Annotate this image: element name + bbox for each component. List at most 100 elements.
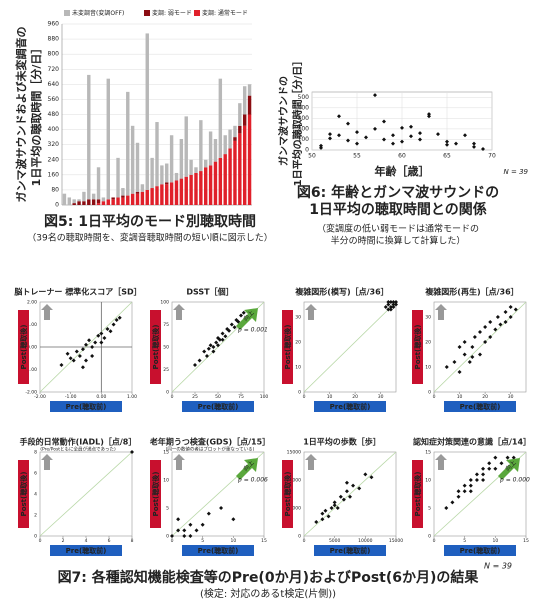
point	[182, 534, 187, 538]
point	[319, 145, 323, 150]
point	[391, 302, 396, 307]
identity-line	[39, 301, 133, 393]
point	[487, 466, 492, 471]
point	[59, 363, 64, 367]
point	[364, 135, 368, 140]
point	[108, 329, 113, 334]
x-tick-label: 30	[508, 394, 514, 400]
point	[513, 307, 518, 312]
chart-title: 1日平均の歩数［歩］	[303, 437, 381, 447]
point	[208, 343, 213, 348]
x-tick-label: 0	[39, 538, 42, 544]
point	[418, 137, 422, 142]
bar-segment	[91, 199, 96, 205]
bar-segment	[155, 186, 159, 205]
y-tick-label: 0	[166, 390, 169, 396]
point	[391, 141, 395, 146]
bar-segment	[199, 120, 203, 172]
chart-subtitle: （39名の聴取時間を、変調音聴取時間の短い順に図示した）	[27, 232, 272, 244]
decor-arrow	[41, 304, 53, 320]
y-tick-label: 320	[48, 141, 60, 148]
figure7-title: 図7: 各種認知機能検査等のPre(0か月)およびPost(6か月)の結果	[58, 569, 480, 586]
y-tick-label: 20	[425, 340, 431, 346]
bar-segment	[233, 125, 237, 138]
point	[373, 93, 377, 98]
point	[200, 522, 205, 527]
point	[337, 114, 341, 119]
x-tick-label: 60	[398, 153, 406, 160]
bar-segment	[72, 203, 76, 205]
point	[472, 144, 476, 149]
point	[495, 315, 500, 319]
identity-line	[303, 451, 397, 537]
bar-segment	[135, 142, 140, 192]
y-label-box	[18, 310, 29, 384]
y-tick-label: 0	[166, 534, 169, 540]
decor-arrow	[173, 304, 185, 320]
bar-segment	[184, 176, 188, 205]
plot-area	[433, 451, 527, 537]
point	[80, 347, 85, 352]
y-axis-label: Post(聴取後)	[19, 325, 28, 370]
y-tick-label: 15	[163, 450, 169, 456]
bar-segment	[145, 189, 149, 205]
point	[355, 141, 359, 146]
bar-segment	[96, 167, 101, 200]
identity-line	[433, 301, 527, 393]
point	[202, 349, 207, 354]
bar-segment	[160, 165, 164, 185]
point	[99, 331, 104, 336]
bar-segment	[126, 195, 130, 205]
legend-swatch	[194, 10, 200, 16]
x-tick-label: 5	[463, 538, 466, 544]
bar-segment	[174, 172, 179, 181]
point	[400, 125, 404, 130]
y-tick-label: 200	[298, 125, 310, 132]
x-tick-label: 0.00	[96, 394, 106, 400]
bar-segment	[130, 125, 135, 194]
identity-line	[303, 301, 397, 393]
p-value: p = 0.006	[237, 477, 268, 484]
x-tick-label: 0	[433, 538, 436, 544]
point	[93, 340, 98, 345]
point	[391, 300, 396, 304]
point	[472, 335, 477, 339]
point	[483, 325, 488, 329]
point	[170, 534, 174, 538]
point	[188, 534, 193, 538]
y-tick-label: 30	[425, 315, 431, 321]
decor-arrow	[305, 304, 317, 320]
chart-title: 図6: 年齢とガンマ波サウンドの	[297, 184, 499, 201]
bar-segment	[189, 174, 193, 205]
x-tick-label: 20	[352, 394, 358, 400]
x-label-box	[182, 401, 254, 412]
point	[388, 307, 393, 312]
point	[105, 327, 110, 331]
point	[176, 528, 181, 533]
point	[194, 528, 199, 533]
point	[219, 506, 224, 510]
bar-segment	[208, 165, 213, 205]
point	[363, 472, 368, 477]
bar-segment	[242, 114, 247, 126]
point	[481, 472, 486, 477]
y-axis-label: Post(聴取後)	[283, 325, 292, 370]
x-tick-label: 0	[433, 394, 436, 400]
point	[332, 503, 337, 508]
y-label-box	[282, 310, 293, 384]
chart-subtitle: 半分の時間に換算して計算した）	[331, 235, 466, 247]
x-label-box	[50, 545, 122, 556]
bar-segment	[140, 191, 145, 205]
y-label-box	[18, 460, 29, 528]
point	[211, 349, 216, 354]
bar-segment	[242, 86, 247, 115]
point	[382, 137, 386, 142]
point	[319, 143, 323, 148]
bar-segment	[91, 193, 96, 200]
bar-segment	[213, 161, 218, 205]
point	[472, 141, 476, 146]
point	[328, 132, 332, 137]
x-tick-label: 30	[378, 394, 384, 400]
bar-segment	[165, 184, 169, 205]
chart-title: 認知症対策関連の意識［点/14］	[413, 437, 531, 447]
